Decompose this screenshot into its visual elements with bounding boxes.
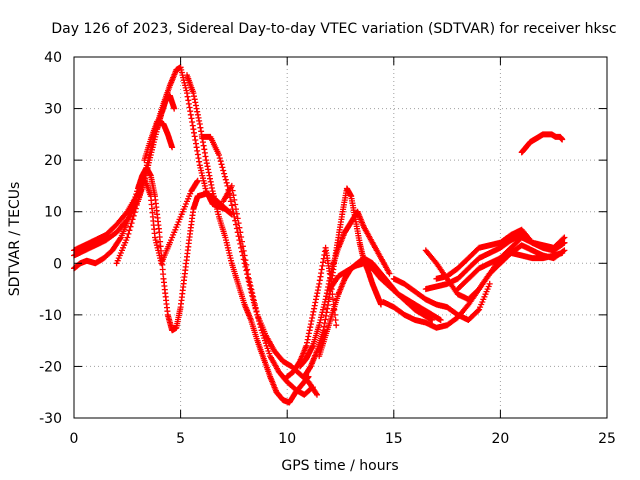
marker-cluster bbox=[184, 72, 312, 406]
y-tick-label: 40 bbox=[44, 50, 62, 66]
x-axis-label: GPS time / hours bbox=[281, 458, 398, 474]
satellite-track-18 bbox=[433, 226, 568, 282]
y-tick-label: -30 bbox=[39, 411, 62, 427]
chart-title: Day 126 of 2023, Sidereal Day-to-day VTE… bbox=[51, 21, 616, 37]
y-tick-label: 30 bbox=[44, 102, 62, 118]
axis-ticks: 0 5 10 15 20 25 -30 -20 -10 0 10 20 30 40 bbox=[39, 50, 616, 447]
satellite-track-6 bbox=[184, 72, 312, 406]
y-tick-label: 10 bbox=[44, 205, 62, 221]
x-tick-label: 10 bbox=[278, 431, 296, 447]
y-tick-label: -20 bbox=[39, 359, 62, 375]
marker-cluster bbox=[297, 208, 393, 370]
marker-cluster bbox=[141, 118, 176, 164]
y-tick-label: 20 bbox=[44, 153, 62, 169]
y-tick-label: 0 bbox=[53, 256, 62, 272]
y-tick-label: -10 bbox=[39, 308, 62, 324]
marker-cluster bbox=[113, 175, 201, 267]
satellite-track-20 bbox=[518, 131, 566, 156]
marker-cluster bbox=[326, 260, 444, 323]
plot-frame bbox=[73, 56, 608, 419]
satellite-track-5 bbox=[113, 175, 201, 267]
y-axis-label: SDTVAR / TECUs bbox=[7, 182, 23, 297]
x-tick-label: 25 bbox=[598, 431, 616, 447]
marker-cluster bbox=[390, 275, 493, 323]
marker-cluster bbox=[454, 250, 566, 293]
x-tick-label: 0 bbox=[70, 431, 79, 447]
satellite-track-19 bbox=[454, 250, 566, 293]
x-tick-label: 5 bbox=[176, 431, 185, 447]
marker-cluster bbox=[433, 226, 568, 282]
satellite-track-15 bbox=[390, 275, 493, 323]
x-tick-label: 15 bbox=[385, 431, 403, 447]
marker-cluster bbox=[518, 131, 566, 156]
satellite-track-10 bbox=[297, 208, 393, 370]
satellite-track-13 bbox=[326, 260, 444, 323]
satellite-track-3 bbox=[141, 118, 176, 164]
x-tick-label: 20 bbox=[491, 431, 509, 447]
